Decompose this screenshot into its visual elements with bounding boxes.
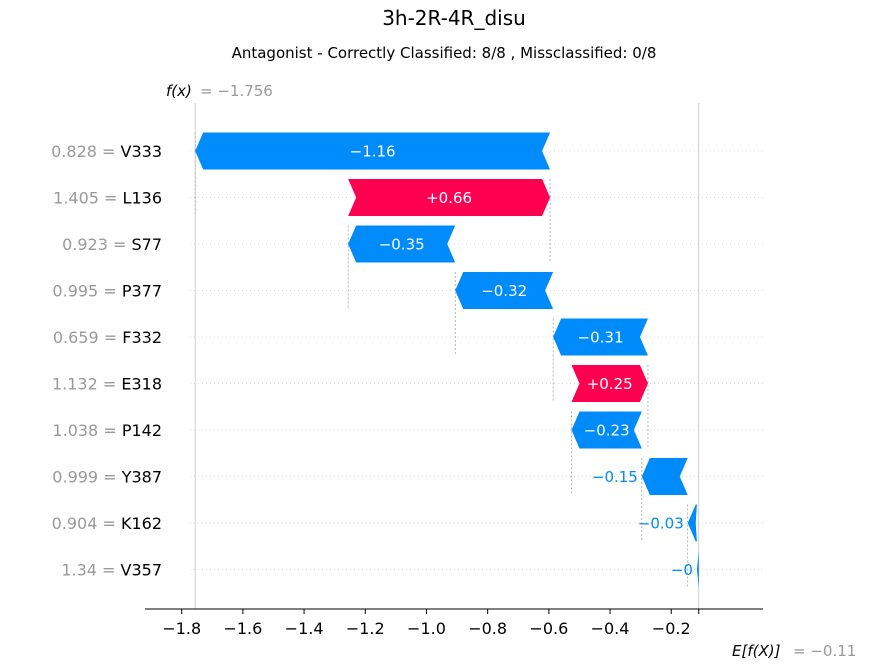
x-tick-label: −0.8 [468,619,507,638]
feature-label-s77: 0.923 = S77 [62,235,162,254]
feature-label-l136: 1.405 = L136 [53,189,162,208]
bar-value-label: −0.35 [379,236,425,254]
bar-value-label: −1.16 [350,143,396,161]
reference-lines [194,103,700,609]
feature-label-v333: 0.828 = V333 [51,142,162,161]
bar-value-label: −0.32 [481,282,527,300]
feature-label-p377: 0.995 = P377 [52,282,162,301]
bar-value-label: −0 [671,561,693,579]
chart-title: 3h-2R-4R_disu [382,6,526,30]
bar-s77 [348,225,456,263]
base-label: E[f(X)] [732,642,781,660]
bar-e318 [571,365,648,402]
bar-value-label: +0.66 [426,189,472,207]
bar-value-label: +0.25 [587,375,633,393]
bar-k162 [687,504,697,542]
x-tick-label: −0.6 [529,619,568,638]
bar-f332 [553,318,648,356]
base-value: = −0.11 [793,642,856,660]
bar-l136 [348,179,551,216]
bar-p142 [571,411,642,449]
chart-subtitle: Antagonist - Correctly Classified: 8/8 ,… [232,44,657,62]
bar-y387 [641,458,688,495]
x-axis: −1.8 −1.6 −1.4 −1.2 −1.0 −0.8 −0.6 −0.4 −0.2 [145,608,763,638]
bar-value-label: −0.03 [638,515,684,533]
x-tick-label: −0.2 [652,619,691,638]
contribution-bars: −1.16 +0.66 −0.35 −0.32 −0.31 +0.25 −0.23 −0.15… [194,132,699,588]
x-tick-label: −1.4 [285,619,324,638]
bar-p377 [455,272,554,309]
feature-label-f332: 0.659 = F332 [53,328,162,347]
feature-labels: 0.828 = V333 1.405 = L136 0.923 = S77 0.995… [51,142,162,580]
feature-label-y387: 0.999 = Y387 [52,468,162,487]
x-tick-label: −1.6 [223,619,262,638]
feature-label-v357: 1.34 = V357 [61,561,162,580]
feature-label-k162: 0.904 = K162 [52,514,162,533]
feature-label-p142: 1.038 = P142 [52,421,162,440]
x-tick-label: −1.2 [346,619,385,638]
x-tick-label: −0.4 [591,619,630,638]
bar-value-label: −0.31 [578,329,624,347]
fx-value: = −1.756 [200,82,273,100]
bar-value-label: −0.23 [584,422,630,440]
feature-label-e318: 1.132 = E318 [52,375,162,394]
x-tick-label: −1.8 [162,619,201,638]
bar-v333 [195,132,551,170]
x-tick-label: −1.0 [407,619,446,638]
fx-label: f(x) [166,82,192,100]
bar-v357 [696,551,699,588]
bar-value-label: −0.15 [592,468,638,486]
